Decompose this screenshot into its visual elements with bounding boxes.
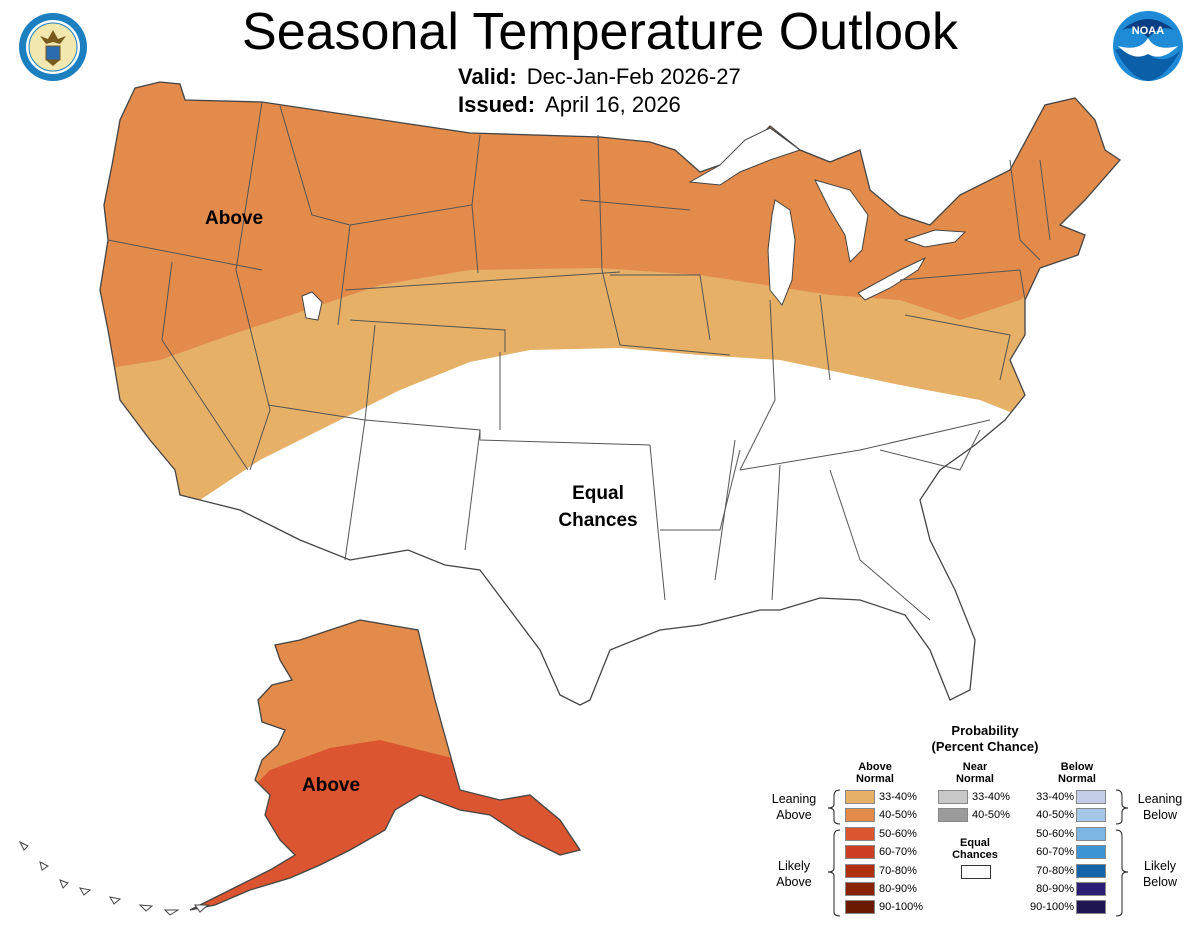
- below-swatch-2: [1076, 826, 1106, 841]
- great-salt-lake: [301, 291, 323, 321]
- equal-chances-label-1: Equal: [572, 483, 624, 504]
- lake-michigan: [767, 199, 796, 306]
- below-swatch-label-4: 70-80%: [1036, 864, 1074, 877]
- lake-ontario: [903, 229, 967, 248]
- above-swatch-label-1: 40-50%: [879, 809, 917, 822]
- above-normal-header-2: Normal: [856, 773, 894, 785]
- above-swatch-3: [845, 845, 875, 860]
- legend-braces: [827, 789, 1129, 917]
- likely-above-label-2: Above: [776, 875, 812, 889]
- lake-huron: [814, 179, 869, 264]
- leaning-above-label-2: Above: [776, 808, 812, 822]
- below-swatch-label-6: 90-100%: [1029, 901, 1074, 914]
- above-swatch-1: [845, 808, 875, 823]
- above-swatch-label-2: 50-60%: [879, 827, 917, 840]
- equal-chances-label-2: Chances: [558, 510, 638, 531]
- leaning-above-label-1: Leaning: [771, 792, 817, 806]
- below-swatch-label-0: 33-40%: [1036, 791, 1074, 803]
- near-swatch-0: [938, 790, 968, 804]
- near-swatch-label-1: 40-50%: [972, 809, 1010, 822]
- leaning-below-label-1: Leaning: [1137, 792, 1183, 806]
- likely-below-label-2: Below: [1142, 875, 1178, 889]
- above-swatch-label-4: 70-80%: [879, 864, 917, 877]
- below-swatch-1: [1076, 808, 1106, 823]
- below-swatch-4: [1076, 863, 1106, 878]
- likely-above-label-1: Likely: [778, 859, 810, 873]
- leaning-below-label-2: Below: [1142, 808, 1178, 822]
- valid-label: Valid:: [458, 64, 517, 89]
- near-normal-header-1: Near: [962, 761, 988, 773]
- alaska-above-label: Above: [302, 775, 361, 796]
- above-swatch-label-5: 80-90%: [879, 883, 917, 895]
- above-normal-header-1: Above: [858, 761, 892, 773]
- alaska-region: [18, 619, 582, 916]
- equal-chances-legend-2: Chances: [952, 849, 998, 861]
- below-swatch-label-2: 50-60%: [1036, 827, 1074, 840]
- lake-erie: [857, 256, 927, 301]
- issued-label: Issued:: [458, 92, 536, 117]
- legend-title: Probability: [951, 723, 1019, 738]
- legend-subtitle: (Percent Chance): [931, 739, 1039, 754]
- commerce-seal-logo: [19, 13, 87, 81]
- valid-value: Dec-Jan-Feb 2026-27: [526, 64, 741, 89]
- below-swatch-0: [1076, 790, 1106, 804]
- conus-above-label: Above: [205, 208, 264, 229]
- page-title: Seasonal Temperature Outlook: [242, 3, 958, 61]
- below-normal-header-1: Below: [1060, 761, 1094, 773]
- legend: Probability (Percent Chance) Above Norma…: [760, 720, 1200, 927]
- below-normal-header-2: Normal: [1058, 773, 1096, 785]
- above-swatch-label-0: 33-40%: [879, 791, 917, 803]
- equal-chances-legend-1: Equal: [960, 837, 990, 849]
- above-swatch-label-6: 90-100%: [879, 901, 924, 914]
- near-swatch-label-0: 33-40%: [972, 791, 1010, 803]
- valid-line: Valid: Dec-Jan-Feb 2026-27: [458, 64, 741, 90]
- lake-superior: [688, 127, 802, 186]
- issued-value: April 16, 2026: [545, 92, 681, 117]
- noaa-logo: NOAA: [1113, 11, 1183, 81]
- above-swatch-label-3: 60-70%: [879, 846, 917, 859]
- below-swatch-6: [1076, 900, 1106, 915]
- svg-text:NOAA: NOAA: [1132, 25, 1164, 37]
- likely-below-label-1: Likely: [1144, 859, 1176, 873]
- equal-chances-swatch: [961, 865, 991, 879]
- above-swatch-0: [845, 790, 875, 804]
- issued-line: Issued: April 16, 2026: [458, 92, 681, 118]
- below-swatch-label-3: 60-70%: [1036, 846, 1074, 859]
- near-swatch-1: [938, 808, 968, 823]
- above-swatch-2: [845, 826, 875, 841]
- conus-region: [99, 81, 1121, 706]
- aleutian-islands: [18, 840, 210, 916]
- below-swatch-label-5: 80-90%: [1036, 883, 1074, 895]
- above-swatch-6: [845, 900, 875, 915]
- state-boundaries: [107, 101, 1051, 621]
- below-swatch-3: [1076, 845, 1106, 860]
- below-swatch-label-1: 40-50%: [1036, 809, 1074, 822]
- below-swatch-5: [1076, 882, 1106, 896]
- conus-outline: [99, 81, 1121, 706]
- above-swatch-4: [845, 863, 875, 878]
- above-swatch-5: [845, 882, 875, 896]
- near-normal-header-2: Normal: [956, 773, 994, 785]
